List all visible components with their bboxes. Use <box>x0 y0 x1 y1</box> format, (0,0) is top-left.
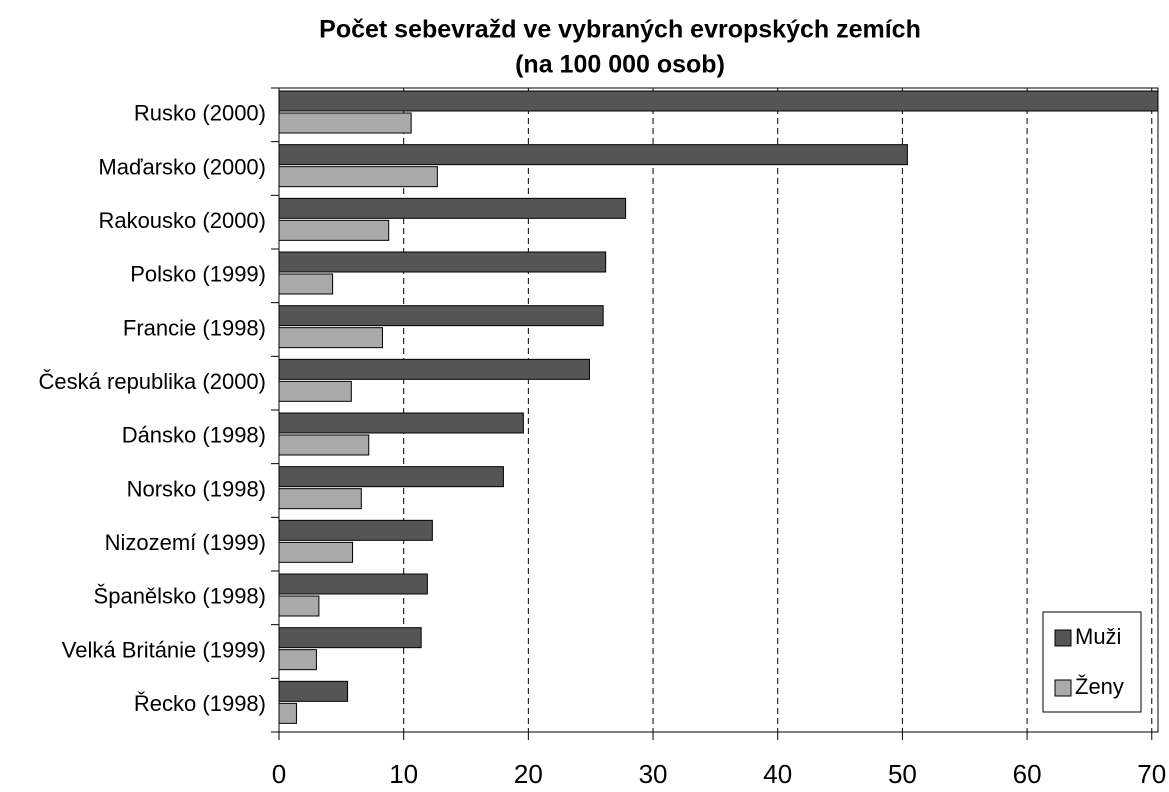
bar <box>278 327 383 349</box>
legend-swatch <box>1054 629 1072 647</box>
y-tick-label: Nizozemí (1999) <box>105 530 266 555</box>
bar <box>278 680 349 702</box>
y-tick-label: Rusko (2000) <box>134 101 266 126</box>
legend-label: Muži <box>1075 624 1121 649</box>
y-tick-label: Rakousko (2000) <box>98 208 266 233</box>
bar <box>278 573 428 595</box>
x-tick-label: 60 <box>1013 759 1042 789</box>
x-tick-label: 40 <box>763 759 792 789</box>
x-tick-label: 20 <box>514 759 543 789</box>
bar <box>278 197 627 219</box>
y-tick-label: Maďarsko (2000) <box>98 154 266 179</box>
chart-subtitle: (na 100 000 osob) <box>515 51 725 79</box>
bar <box>278 358 590 380</box>
x-tick-label: 70 <box>1137 759 1166 789</box>
bar <box>278 541 354 563</box>
x-tick-label: 50 <box>888 759 917 789</box>
bar <box>278 251 607 273</box>
legend-label: Ženy <box>1075 674 1124 699</box>
x-tick-label: 0 <box>272 759 286 789</box>
bar <box>278 112 412 134</box>
bar <box>278 595 320 617</box>
bar <box>278 702 297 724</box>
bar <box>278 90 1159 112</box>
y-tick-label: Velká Británie (1999) <box>62 637 266 662</box>
y-tick-label: Norsko (1998) <box>127 476 266 501</box>
x-tick-label: 30 <box>639 759 668 789</box>
y-tick-label: Česká republika (2000) <box>39 369 266 394</box>
bar <box>278 434 370 456</box>
bar <box>278 466 504 488</box>
bar <box>278 488 362 510</box>
bar <box>278 166 438 188</box>
bar <box>278 380 352 402</box>
y-tick-label: Španělsko (1998) <box>94 584 266 609</box>
bar <box>278 144 908 166</box>
bar <box>278 273 334 295</box>
y-tick-label: Řecko (1998) <box>134 691 266 716</box>
bar <box>278 649 317 671</box>
x-tick-label: 10 <box>389 759 418 789</box>
bar <box>278 219 390 241</box>
y-tick-label: Francie (1998) <box>123 315 266 340</box>
y-tick-label: Polsko (1999) <box>130 262 266 287</box>
legend-swatch <box>1054 679 1072 697</box>
chart-title: Počet sebevražd ve vybraných evropských … <box>319 16 921 44</box>
plot-area <box>278 87 1159 733</box>
y-tick-label: Dánsko (1998) <box>122 423 266 448</box>
bar <box>278 627 422 649</box>
bar <box>278 519 433 541</box>
bar <box>278 305 604 327</box>
bar <box>278 412 524 434</box>
